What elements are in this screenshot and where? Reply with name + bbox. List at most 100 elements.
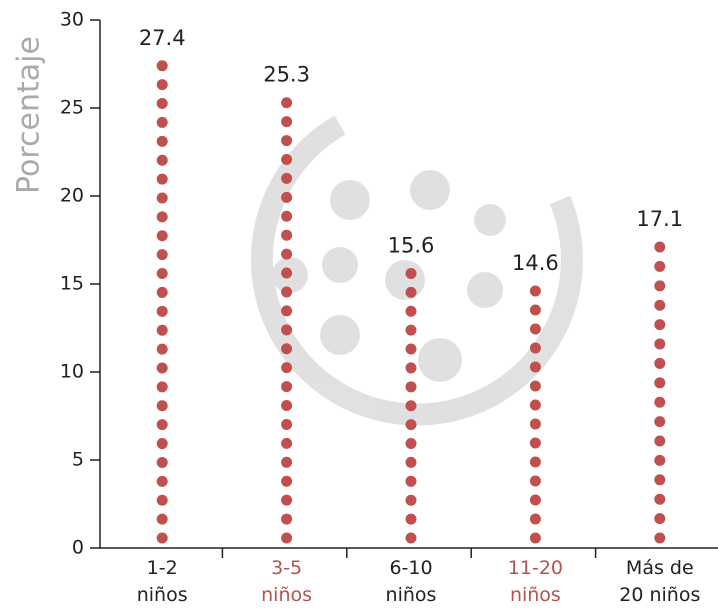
dot xyxy=(156,268,168,280)
x-tick-label: 1-2 niños xyxy=(136,557,188,606)
dot xyxy=(654,280,666,292)
dot xyxy=(529,418,541,430)
dot xyxy=(281,229,293,241)
y-tick-label: 25 xyxy=(60,97,84,119)
dot xyxy=(654,357,666,369)
dot xyxy=(529,475,541,487)
dot xyxy=(156,249,168,261)
x-tick-label: Más de 20 niños xyxy=(619,557,701,606)
dot xyxy=(529,494,541,506)
dot xyxy=(281,437,293,449)
dot xyxy=(405,324,417,336)
dot xyxy=(654,454,666,466)
dot xyxy=(654,241,666,253)
dot xyxy=(654,513,666,525)
dot xyxy=(405,475,417,487)
dot xyxy=(654,299,666,311)
dot xyxy=(156,116,168,128)
dot xyxy=(281,324,293,336)
dot xyxy=(156,343,168,355)
dot xyxy=(156,98,168,110)
dot xyxy=(156,286,168,298)
dot xyxy=(281,362,293,374)
value-label: 15.6 xyxy=(388,233,435,257)
dot xyxy=(654,319,666,331)
dot xyxy=(281,532,293,544)
y-tick-label: 20 xyxy=(60,185,84,207)
dot xyxy=(156,173,168,185)
dot xyxy=(529,361,541,373)
dot xyxy=(156,362,168,374)
y-axis-label: Porcentaje xyxy=(12,36,47,194)
dot xyxy=(405,286,417,298)
dot xyxy=(405,381,417,393)
dot xyxy=(156,192,168,204)
dot xyxy=(654,260,666,272)
dot xyxy=(281,513,293,525)
dot xyxy=(405,362,417,374)
dot xyxy=(405,513,417,525)
dot xyxy=(529,342,541,354)
dot xyxy=(405,400,417,412)
dot xyxy=(529,513,541,525)
dot xyxy=(281,494,293,506)
dot xyxy=(654,416,666,428)
dot xyxy=(281,153,293,165)
dot xyxy=(281,248,293,260)
dot xyxy=(654,377,666,389)
y-tick-label: 10 xyxy=(60,361,84,383)
x-tick-label: 3-5 niños xyxy=(261,557,313,606)
y-tick-label: 30 xyxy=(60,9,84,31)
dot-column xyxy=(281,97,293,544)
dot xyxy=(281,381,293,393)
dot xyxy=(156,400,168,412)
dot xyxy=(281,267,293,279)
dot xyxy=(281,456,293,468)
dot xyxy=(156,438,168,450)
dot xyxy=(156,381,168,393)
dot xyxy=(156,135,168,147)
dot xyxy=(281,418,293,430)
dot xyxy=(405,456,417,468)
dot xyxy=(156,211,168,223)
dot xyxy=(156,456,168,468)
dot xyxy=(281,116,293,128)
dot xyxy=(156,419,168,431)
dot xyxy=(529,399,541,411)
dot-column xyxy=(156,60,168,544)
y-tick-label: 15 xyxy=(60,273,84,295)
dot xyxy=(405,532,417,544)
dot xyxy=(156,532,168,544)
dot xyxy=(405,343,417,355)
dot xyxy=(156,494,168,506)
dot-column xyxy=(654,241,666,544)
dot xyxy=(654,435,666,447)
dot xyxy=(405,267,417,279)
x-tick-label: 11-20 niños xyxy=(507,557,563,606)
dot xyxy=(654,396,666,408)
dot-column xyxy=(405,267,417,544)
dot xyxy=(529,285,541,297)
x-tick-label: 6-10 niños xyxy=(385,557,437,606)
y-tick-label: 0 xyxy=(72,537,84,559)
dot xyxy=(156,305,168,317)
dot xyxy=(281,343,293,355)
dot xyxy=(281,400,293,412)
dot xyxy=(405,438,417,450)
dot xyxy=(405,494,417,506)
value-label: 25.3 xyxy=(263,63,310,87)
dot xyxy=(654,493,666,505)
dot xyxy=(654,338,666,350)
dot xyxy=(281,475,293,487)
dot xyxy=(281,305,293,317)
dot xyxy=(281,286,293,298)
dot xyxy=(654,532,666,544)
dot xyxy=(529,304,541,316)
dot xyxy=(156,513,168,525)
value-label: 17.1 xyxy=(636,207,683,231)
dot xyxy=(405,305,417,317)
dot xyxy=(156,230,168,242)
dot-column xyxy=(529,285,541,544)
dot xyxy=(281,135,293,147)
